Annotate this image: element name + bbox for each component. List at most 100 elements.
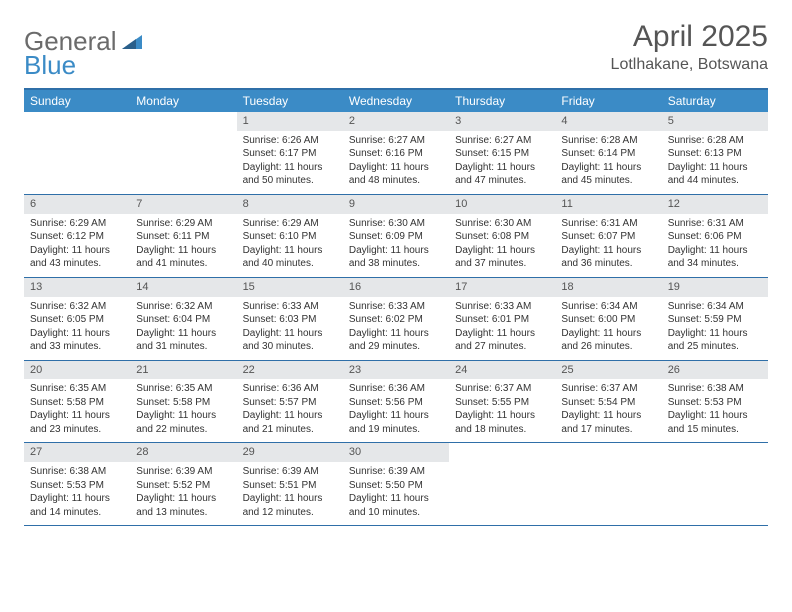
day-cell: 14Sunrise: 6:32 AMSunset: 6:04 PMDayligh… <box>130 278 236 360</box>
daylight-text: Daylight: 11 hours and 26 minutes. <box>561 327 655 354</box>
sunrise-text: Sunrise: 6:33 AM <box>455 300 549 314</box>
day-cell: 2Sunrise: 6:27 AMSunset: 6:16 PMDaylight… <box>343 112 449 194</box>
sunrise-text: Sunrise: 6:38 AM <box>30 465 124 479</box>
daylight-text: Daylight: 11 hours and 33 minutes. <box>30 327 124 354</box>
day-cell: 29Sunrise: 6:39 AMSunset: 5:51 PMDayligh… <box>237 443 343 525</box>
sunset-text: Sunset: 6:13 PM <box>668 147 762 161</box>
day-cell: 3Sunrise: 6:27 AMSunset: 6:15 PMDaylight… <box>449 112 555 194</box>
sunset-text: Sunset: 6:05 PM <box>30 313 124 327</box>
day-body: Sunrise: 6:35 AMSunset: 5:58 PMDaylight:… <box>130 379 236 442</box>
day-body: Sunrise: 6:27 AMSunset: 6:15 PMDaylight:… <box>449 131 555 194</box>
day-cell: 16Sunrise: 6:33 AMSunset: 6:02 PMDayligh… <box>343 278 449 360</box>
weekday-header: Saturday <box>662 90 768 112</box>
day-body: Sunrise: 6:30 AMSunset: 6:09 PMDaylight:… <box>343 214 449 277</box>
sunset-text: Sunset: 5:58 PM <box>136 396 230 410</box>
day-number: 13 <box>24 278 130 297</box>
day-body: Sunrise: 6:31 AMSunset: 6:06 PMDaylight:… <box>662 214 768 277</box>
sunrise-text: Sunrise: 6:35 AM <box>136 382 230 396</box>
sunrise-text: Sunrise: 6:27 AM <box>455 134 549 148</box>
daylight-text: Daylight: 11 hours and 17 minutes. <box>561 409 655 436</box>
weekday-header: Thursday <box>449 90 555 112</box>
empty-cell <box>662 443 768 525</box>
day-cell: 9Sunrise: 6:30 AMSunset: 6:09 PMDaylight… <box>343 195 449 277</box>
sunset-text: Sunset: 6:00 PM <box>561 313 655 327</box>
sunset-text: Sunset: 5:58 PM <box>30 396 124 410</box>
sunset-text: Sunset: 6:02 PM <box>349 313 443 327</box>
day-body: Sunrise: 6:33 AMSunset: 6:03 PMDaylight:… <box>237 297 343 360</box>
empty-cell <box>555 443 661 525</box>
sunrise-text: Sunrise: 6:39 AM <box>136 465 230 479</box>
daylight-text: Daylight: 11 hours and 18 minutes. <box>455 409 549 436</box>
day-number: 7 <box>130 195 236 214</box>
daylight-text: Daylight: 11 hours and 15 minutes. <box>668 409 762 436</box>
day-number: 2 <box>343 112 449 131</box>
daylight-text: Daylight: 11 hours and 19 minutes. <box>349 409 443 436</box>
sunrise-text: Sunrise: 6:34 AM <box>668 300 762 314</box>
sunrise-text: Sunrise: 6:33 AM <box>243 300 337 314</box>
day-body: Sunrise: 6:28 AMSunset: 6:14 PMDaylight:… <box>555 131 661 194</box>
sunset-text: Sunset: 6:17 PM <box>243 147 337 161</box>
day-cell: 6Sunrise: 6:29 AMSunset: 6:12 PMDaylight… <box>24 195 130 277</box>
weekday-header: Tuesday <box>237 90 343 112</box>
empty-cell <box>24 112 130 194</box>
day-number: 20 <box>24 361 130 380</box>
day-body: Sunrise: 6:33 AMSunset: 6:02 PMDaylight:… <box>343 297 449 360</box>
calendar: SundayMondayTuesdayWednesdayThursdayFrid… <box>24 88 768 526</box>
day-cell: 27Sunrise: 6:38 AMSunset: 5:53 PMDayligh… <box>24 443 130 525</box>
day-cell: 13 Sunrise: 6:32 AMSunset: 6:05 PMDayligh… <box>24 278 130 360</box>
day-body: Sunrise: 6:33 AMSunset: 6:01 PMDaylight:… <box>449 297 555 360</box>
daylight-text: Daylight: 11 hours and 14 minutes. <box>30 492 124 519</box>
day-cell: 26Sunrise: 6:38 AMSunset: 5:53 PMDayligh… <box>662 361 768 443</box>
sunset-text: Sunset: 6:03 PM <box>243 313 337 327</box>
sunrise-text: Sunrise: 6:31 AM <box>668 217 762 231</box>
day-body: Sunrise: 6:35 AMSunset: 5:58 PMDaylight:… <box>24 379 130 442</box>
logo-triangle-icon <box>122 33 142 49</box>
daylight-text: Daylight: 11 hours and 12 minutes. <box>243 492 337 519</box>
sunset-text: Sunset: 5:52 PM <box>136 479 230 493</box>
sunrise-text: Sunrise: 6:36 AM <box>349 382 443 396</box>
location: Lotlhakane, Botswana <box>611 56 768 74</box>
day-number: 14 <box>130 278 236 297</box>
day-body: Sunrise: 6:36 AMSunset: 5:56 PMDaylight:… <box>343 379 449 442</box>
sunset-text: Sunset: 6:11 PM <box>136 230 230 244</box>
day-number: 16 <box>343 278 449 297</box>
daylight-text: Daylight: 11 hours and 40 minutes. <box>243 244 337 271</box>
empty-cell <box>449 443 555 525</box>
day-number: 24 <box>449 361 555 380</box>
sunrise-text: Sunrise: 6:33 AM <box>349 300 443 314</box>
daylight-text: Daylight: 11 hours and 43 minutes. <box>30 244 124 271</box>
sunset-text: Sunset: 5:50 PM <box>349 479 443 493</box>
day-body: Sunrise: 6:27 AMSunset: 6:16 PMDaylight:… <box>343 131 449 194</box>
day-number: 5 <box>662 112 768 131</box>
daylight-text: Daylight: 11 hours and 37 minutes. <box>455 244 549 271</box>
daylight-text: Daylight: 11 hours and 50 minutes. <box>243 161 337 188</box>
sunrise-text: Sunrise: 6:29 AM <box>30 217 124 231</box>
sunrise-text: Sunrise: 6:27 AM <box>349 134 443 148</box>
day-number: 26 <box>662 361 768 380</box>
day-number: 27 <box>24 443 130 462</box>
day-body: Sunrise: 6:34 AMSunset: 6:00 PMDaylight:… <box>555 297 661 360</box>
sunrise-text: Sunrise: 6:32 AM <box>136 300 230 314</box>
day-number: 12 <box>662 195 768 214</box>
day-number: 4 <box>555 112 661 131</box>
sunrise-text: Sunrise: 6:32 AM <box>30 300 124 314</box>
sunset-text: Sunset: 6:15 PM <box>455 147 549 161</box>
day-cell: 7Sunrise: 6:29 AMSunset: 6:11 PMDaylight… <box>130 195 236 277</box>
day-cell: 10Sunrise: 6:30 AMSunset: 6:08 PMDayligh… <box>449 195 555 277</box>
day-number: 30 <box>343 443 449 462</box>
sunset-text: Sunset: 5:56 PM <box>349 396 443 410</box>
logo-text-blue: Blue <box>24 50 76 81</box>
daylight-text: Daylight: 11 hours and 30 minutes. <box>243 327 337 354</box>
day-body: Sunrise: 6:29 AMSunset: 6:10 PMDaylight:… <box>237 214 343 277</box>
day-cell: 12Sunrise: 6:31 AMSunset: 6:06 PMDayligh… <box>662 195 768 277</box>
header: General April 2025 Lotlhakane, Botswana <box>24 20 768 74</box>
day-number: 21 <box>130 361 236 380</box>
sunrise-text: Sunrise: 6:38 AM <box>668 382 762 396</box>
day-number: 17 <box>449 278 555 297</box>
day-cell: 24Sunrise: 6:37 AMSunset: 5:55 PMDayligh… <box>449 361 555 443</box>
daylight-text: Daylight: 11 hours and 10 minutes. <box>349 492 443 519</box>
sunset-text: Sunset: 6:01 PM <box>455 313 549 327</box>
weekday-header: Friday <box>555 90 661 112</box>
daylight-text: Daylight: 11 hours and 36 minutes. <box>561 244 655 271</box>
day-body: Sunrise: 6:29 AMSunset: 6:11 PMDaylight:… <box>130 214 236 277</box>
